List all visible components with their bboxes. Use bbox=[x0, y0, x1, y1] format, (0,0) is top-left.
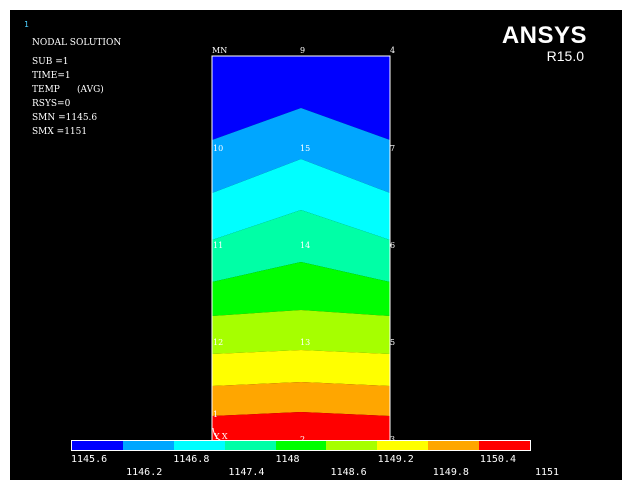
info-smx: SMX =1151 bbox=[32, 127, 88, 137]
contour-band-2 bbox=[212, 108, 390, 193]
legend-swatch-1 bbox=[72, 441, 123, 450]
contour-band-6 bbox=[212, 310, 390, 354]
legend-tick-upper: 1150.4 bbox=[479, 454, 516, 465]
legend-tick-lower: 1148.6 bbox=[330, 467, 367, 478]
legend-swatch-2 bbox=[122, 441, 174, 450]
node-label-12: 12 bbox=[213, 338, 223, 347]
window-number: 1 bbox=[24, 20, 29, 29]
contour-plot[interactable]: MN 9 4 10 15 7 11 14 6 12 13 5 1 2 3 Y X bbox=[10, 10, 622, 480]
contour-band-1 bbox=[212, 56, 390, 140]
node-label-7: 7 bbox=[390, 144, 395, 153]
node-label-5: 5 bbox=[390, 338, 395, 347]
info-rsys: RSYS=0 bbox=[32, 99, 71, 109]
info-title: NODAL SOLUTION bbox=[32, 38, 122, 48]
node-label-3: 3 bbox=[390, 435, 395, 444]
node-label-6: 6 bbox=[390, 241, 395, 250]
ansys-logo: ANSYS bbox=[501, 22, 587, 49]
node-label-10: 10 bbox=[213, 144, 223, 153]
contour-band-9 bbox=[212, 412, 390, 444]
legend-swatch-7 bbox=[377, 441, 429, 450]
node-label-1: 1 bbox=[213, 410, 218, 419]
legend-swatch-4 bbox=[224, 441, 276, 450]
legend-tick-upper: 1149.2 bbox=[377, 454, 414, 465]
info-time: TIME=1 bbox=[32, 71, 71, 81]
version-label: R15.0 bbox=[546, 48, 584, 64]
legend-tick-lower: 1146.2 bbox=[126, 467, 163, 478]
legend-swatch-6 bbox=[326, 441, 378, 450]
node-label-9: 9 bbox=[300, 46, 305, 55]
contour-band-8 bbox=[212, 382, 390, 416]
legend-tick-upper: 1146.8 bbox=[173, 454, 210, 465]
legend-swatch-5 bbox=[275, 441, 327, 450]
legend-swatch-8 bbox=[428, 441, 480, 450]
info-sub: SUB =1 bbox=[32, 57, 69, 67]
contour-band-5 bbox=[212, 262, 390, 316]
graphics-window[interactable]: 1 NODAL SOLUTION SUB =1 TIME=1 TEMP (AVG… bbox=[10, 10, 622, 480]
contour-band-7 bbox=[212, 350, 390, 386]
node-label-15: 15 bbox=[300, 144, 310, 153]
contour-bands bbox=[212, 56, 390, 444]
legend-tick-lower: 1147.4 bbox=[228, 467, 265, 478]
node-label-mn: MN bbox=[212, 46, 227, 55]
legend-swatch-3 bbox=[173, 441, 225, 450]
legend-tick-upper: 1145.6 bbox=[71, 454, 108, 465]
contour-band-3 bbox=[212, 159, 390, 240]
legend-swatch-9 bbox=[479, 441, 531, 450]
info-temp: TEMP (AVG) bbox=[32, 85, 104, 95]
node-label-13: 13 bbox=[300, 338, 310, 347]
contour-band-4 bbox=[212, 210, 390, 282]
info-smn: SMN =1145.6 bbox=[32, 113, 98, 123]
contour-legend-bar bbox=[71, 440, 531, 451]
node-label-2: 2 bbox=[300, 435, 305, 444]
node-label-14: 14 bbox=[300, 241, 310, 250]
node-label-4: 4 bbox=[390, 46, 395, 55]
legend-tick-upper: 1148 bbox=[275, 454, 300, 465]
axis-triad-label: Y X bbox=[213, 432, 228, 441]
legend-tick-lower: 1149.8 bbox=[432, 467, 469, 478]
node-label-11: 11 bbox=[213, 241, 223, 250]
legend-tick-lower: 1151 bbox=[535, 467, 560, 478]
